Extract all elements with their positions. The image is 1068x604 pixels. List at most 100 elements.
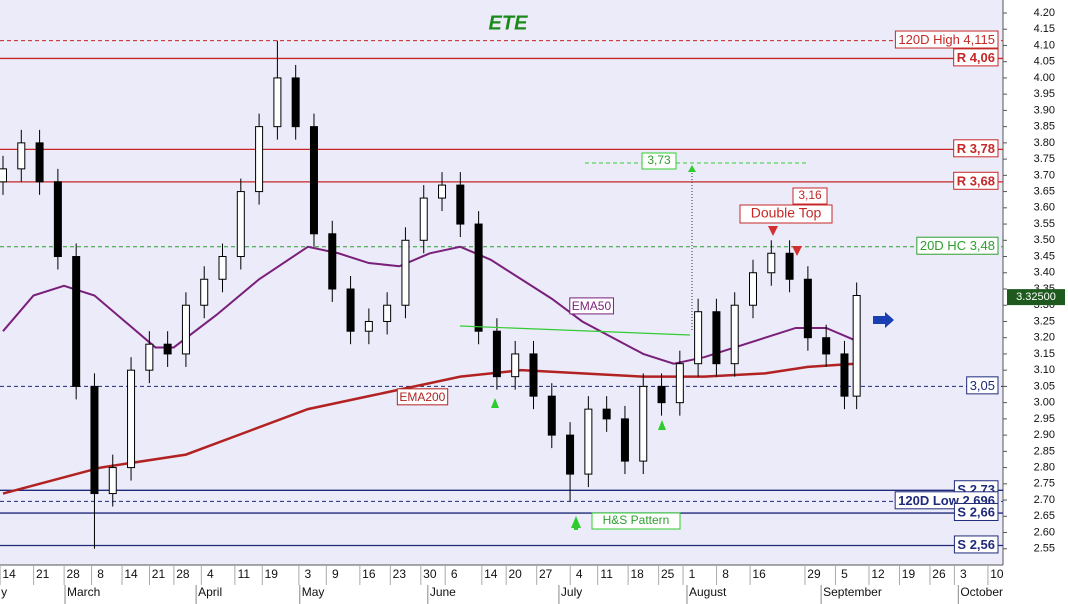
- candle-body: [492, 330, 501, 378]
- x-tick-label: 26: [932, 567, 946, 581]
- x-tick-label: 3: [305, 567, 312, 581]
- month-label: October: [960, 585, 1003, 599]
- y-tick-label: 3.25: [1034, 315, 1055, 327]
- candle-body: [511, 353, 520, 378]
- candle-body: [639, 385, 648, 462]
- y-tick-label: 2.95: [1034, 413, 1055, 425]
- y-tick-label: 2.55: [1034, 543, 1055, 555]
- reference-label-box: [953, 535, 999, 554]
- candle-body: [852, 294, 861, 397]
- x-tick-label: 14: [484, 567, 498, 581]
- candle-body: [822, 337, 831, 355]
- last-price-label: 3.32500: [1016, 291, 1056, 303]
- annotation-box: [591, 512, 681, 530]
- x-tick-label: 23: [393, 567, 407, 581]
- reference-label: R 3,68: [957, 173, 995, 188]
- y-tick-label: 3.75: [1034, 153, 1055, 165]
- reference-label-box: [953, 139, 999, 158]
- candle-body: [346, 288, 355, 332]
- y-tick-label: 3.45: [1034, 250, 1055, 262]
- x-tick-label: 16: [752, 567, 766, 581]
- x-tick-label: 4: [207, 567, 214, 581]
- candle-body: [255, 126, 264, 193]
- x-tick-label: 19: [265, 567, 279, 581]
- candle-body: [218, 256, 227, 280]
- annotation: Double Top: [751, 205, 822, 221]
- annotation-box: [792, 187, 828, 205]
- x-tick-label: 29: [807, 567, 821, 581]
- candle-body: [584, 408, 593, 475]
- y-tick-label: 4.10: [1034, 39, 1055, 51]
- reference-label: 120D High 4,115: [898, 32, 995, 47]
- reference-label: R 3,78: [957, 141, 995, 156]
- y-tick-label: 3.05: [1034, 380, 1055, 392]
- y-tick-label: 4.05: [1034, 56, 1055, 68]
- x-tick-label: 16: [362, 567, 376, 581]
- ema-line: [2, 362, 857, 495]
- x-tick-label: 20: [509, 567, 523, 581]
- candle-body: [474, 223, 483, 332]
- y-tick-label: 3.00: [1034, 397, 1055, 409]
- target-arrow: [688, 165, 696, 172]
- candle-body: [17, 142, 26, 170]
- month-label: March: [67, 585, 100, 599]
- candle-body: [383, 304, 392, 322]
- reference-label-box: [916, 236, 999, 255]
- x-tick-label: 14: [124, 567, 138, 581]
- shoulder-arrow: [491, 398, 499, 408]
- candle-body: [72, 256, 81, 387]
- candle-body: [529, 353, 538, 397]
- reference-label-box: [953, 48, 999, 67]
- candle-body: [749, 272, 757, 306]
- candle-body: [803, 278, 812, 339]
- plot-layer: EMA50 EMA200 120D High 4,115 R 4,06 R 3,78 R …: [0, 30, 1003, 554]
- x-tick-label: 18: [630, 567, 644, 581]
- annotation: 3,16: [798, 188, 822, 202]
- candle-body: [712, 311, 721, 365]
- y-tick-label: 3.10: [1034, 364, 1055, 376]
- candle-body: [767, 252, 776, 274]
- candle-body: [620, 418, 629, 462]
- month-label: June: [430, 585, 456, 599]
- series-label-box: [396, 388, 449, 406]
- y-tick-label: 4.20: [1034, 7, 1055, 19]
- candle-body: [364, 320, 373, 332]
- y-tick-label: 3.85: [1034, 121, 1055, 133]
- candle-body: [90, 385, 99, 495]
- candle-body: [694, 311, 703, 365]
- reference-label: 3,05: [970, 378, 995, 393]
- y-tick-label: 2.75: [1034, 478, 1055, 490]
- x-tick-label: 21: [36, 567, 50, 581]
- annotation: 3,73: [647, 153, 671, 167]
- y-tick-label: 4.15: [1034, 23, 1055, 35]
- month-label: April: [198, 585, 222, 599]
- candle-body: [328, 233, 337, 290]
- reference-label-box: [894, 30, 999, 49]
- month-label: July: [561, 585, 582, 599]
- y-tick-label: 2.70: [1034, 494, 1055, 506]
- x-tick-label: 8: [722, 567, 729, 581]
- series-label: EMA200: [399, 390, 445, 404]
- y-tick-label: 3.15: [1034, 348, 1055, 360]
- candle-body: [566, 434, 575, 475]
- top-arrow: [792, 246, 802, 256]
- y-tick-label: 3.60: [1034, 202, 1055, 214]
- reference-label: 20D HC 3,48: [920, 238, 995, 253]
- x-tick-label: 9: [332, 567, 339, 581]
- direction-arrow: [873, 312, 894, 328]
- y-tick-label: 3.40: [1034, 267, 1055, 279]
- neckline: [459, 325, 691, 336]
- x-tick-label: 28: [176, 567, 190, 581]
- x-tick-label: 12: [871, 567, 885, 581]
- x-tick-label: 1: [689, 567, 696, 581]
- month-label: y: [1, 585, 7, 599]
- month-label: September: [823, 585, 882, 599]
- x-tick-label: 27: [539, 567, 553, 581]
- candle-body: [309, 126, 318, 235]
- month-label: August: [689, 585, 727, 599]
- candle-body: [657, 385, 666, 404]
- x-tick-label: 11: [600, 567, 613, 581]
- y-tick-label: 4.00: [1034, 72, 1055, 84]
- candle-body: [163, 343, 172, 355]
- candle-body: [602, 408, 611, 420]
